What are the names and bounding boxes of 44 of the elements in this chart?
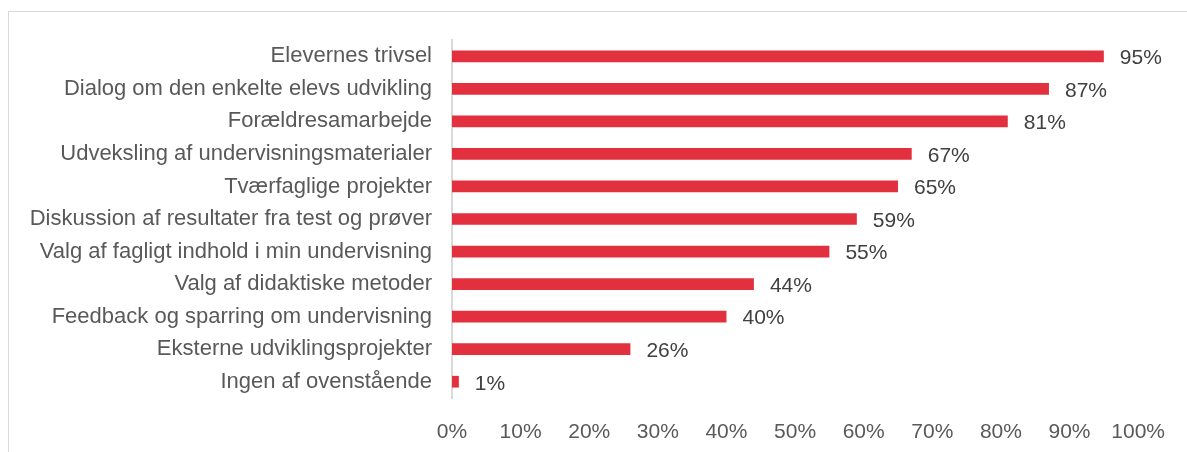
- bar: [452, 148, 912, 160]
- x-tick-label: 100%: [1111, 419, 1165, 443]
- data-label: 55%: [845, 240, 888, 264]
- y-tick-label: Tværfaglige projekter: [224, 172, 432, 198]
- data-label: 1%: [474, 370, 506, 394]
- x-tick-label: 90%: [1048, 419, 1091, 443]
- x-tick-label: 10%: [499, 419, 542, 443]
- bar: [452, 50, 1104, 63]
- bar: [452, 115, 1008, 128]
- y-tick-label: Forældresamarbejde: [227, 107, 432, 133]
- y-tick-label: Udveksling af undervisningsmaterialer: [60, 139, 432, 165]
- y-tick-label: Valg af fagligt indhold i min undervisning: [39, 237, 432, 263]
- data-label: 67%: [927, 142, 970, 166]
- x-tick-label: 40%: [705, 419, 748, 443]
- bar: [452, 245, 830, 258]
- y-tick-label: Feedback og sparring om undervisning: [51, 302, 432, 328]
- x-tick-label: 50%: [774, 419, 817, 443]
- bar: [452, 180, 898, 193]
- data-label: 59%: [872, 207, 915, 231]
- x-tick-label: 70%: [911, 419, 954, 443]
- x-tick-label: 60%: [842, 419, 885, 443]
- x-tick-label: 80%: [979, 419, 1022, 443]
- bar: [452, 82, 1049, 95]
- y-tick-label: Eksterne udviklingsprojekter: [156, 335, 432, 361]
- data-label: 44%: [769, 272, 812, 296]
- bar: [452, 213, 857, 225]
- data-label: 87%: [1064, 77, 1107, 101]
- bar: [452, 343, 631, 356]
- bar: [452, 310, 727, 323]
- bar: [452, 278, 754, 290]
- y-tick-label: Elevernes trivsel: [270, 42, 432, 68]
- data-label: 65%: [913, 175, 957, 199]
- x-tick-label: 20%: [568, 419, 611, 443]
- y-tick-label: Dialog om den enkelte elevs udvikling: [63, 74, 432, 100]
- data-label: 95%: [1119, 45, 1162, 69]
- data-label: 81%: [1023, 110, 1066, 134]
- y-tick-label: Valg af didaktiske metoder: [174, 270, 432, 296]
- data-label: 40%: [742, 305, 785, 329]
- x-tick-label: 0%: [436, 419, 468, 443]
- data-label: 26%: [646, 337, 689, 361]
- y-tick-label: Ingen af ovenstående: [220, 367, 432, 393]
- y-tick-label: Diskussion af resultater fra test og prøver: [29, 205, 432, 231]
- x-tick-label: 30%: [636, 419, 679, 443]
- bar: [452, 375, 459, 388]
